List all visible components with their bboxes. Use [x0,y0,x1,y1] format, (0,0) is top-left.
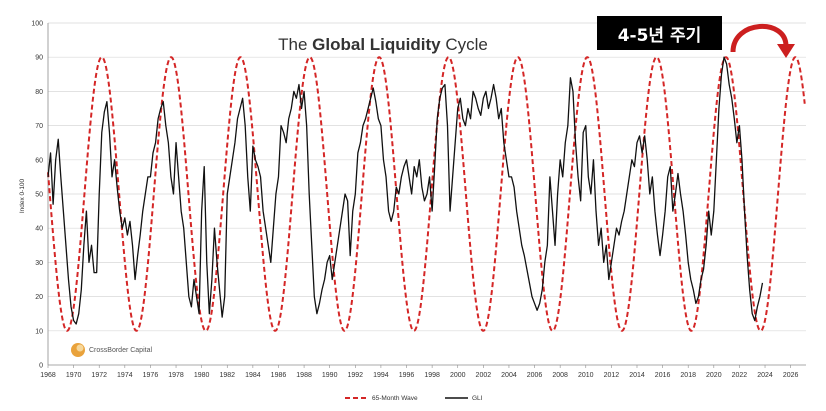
x-tick-1998: 1998 [424,372,440,379]
x-tick-2024: 2024 [757,372,773,379]
cycle-arrow-arc [730,23,789,53]
y-tick-20: 20 [35,294,43,301]
x-tick-2010: 2010 [578,372,594,379]
x-tick-2000: 2000 [450,372,466,379]
y-axis-label: Index 0-100 [19,178,26,213]
x-tick-1970: 1970 [66,372,82,379]
cycle-arrow-head [777,44,795,58]
x-tick-2026: 2026 [783,372,799,379]
axes [47,23,806,368]
x-tick-1992: 1992 [348,372,364,379]
x-tick-2016: 2016 [655,372,671,379]
logo-text: CrossBorder Capital [89,347,152,354]
cycle-annotation-box: 4-5년 주기 [597,16,722,50]
x-tick-2006: 2006 [527,372,543,379]
x-tick-1996: 1996 [399,372,415,379]
x-tick-2012: 2012 [604,372,620,379]
y-tick-90: 90 [35,55,43,62]
x-tick-2014: 2014 [629,372,645,379]
legend-label-wave: 65-Month Wave [372,395,418,402]
y-tick-80: 80 [35,89,43,96]
crossborder-logo: CrossBorder Capital [71,343,152,357]
x-tick-1976: 1976 [143,372,159,379]
series-65-month-wave [47,56,806,332]
x-tick-1982: 1982 [219,372,235,379]
series-gli [47,56,764,325]
x-tick-1994: 1994 [373,372,389,379]
x-tick-1980: 1980 [194,372,210,379]
legend-label-gli: GLI [472,395,483,402]
logo-mark-inner [76,344,84,352]
x-tick-2008: 2008 [552,372,568,379]
cycle-arrow-icon [730,23,795,58]
x-tick-1988: 1988 [296,372,312,379]
chart-title-part-2: Cycle [441,35,488,54]
cycle-annotation-label: 4-5년 주기 [617,25,702,46]
y-tick-labels: 0 10 20 30 40 50 60 70 80 90 100 [31,21,43,370]
legend: 65-Month Wave GLI [345,395,483,402]
y-tick-50: 50 [35,192,43,199]
chart-title-bold: Global Liquidity [312,35,441,54]
x-tick-1968: 1968 [40,372,56,379]
x-tick-2020: 2020 [706,372,722,379]
x-tick-1984: 1984 [245,372,261,379]
y-tick-100: 100 [31,21,43,28]
chart-title-part-1: The [278,35,312,54]
x-tick-2002: 2002 [476,372,492,379]
x-tick-1974: 1974 [117,372,133,379]
x-tick-1978: 1978 [168,372,184,379]
x-tick-1986: 1986 [271,372,287,379]
y-tick-60: 60 [35,157,43,164]
x-tick-labels: 1968 1970 1972 1974 1976 1978 1980 1982 1984 1986… [40,372,798,379]
x-tick-2004: 2004 [501,372,517,379]
y-tick-0: 0 [39,363,43,370]
y-tick-30: 30 [35,260,43,267]
y-tick-70: 70 [35,123,43,130]
y-tick-40: 40 [35,226,43,233]
x-tick-2022: 2022 [732,372,748,379]
chart-title: The Global Liquidity Cycle [278,35,488,54]
x-tick-1990: 1990 [322,372,338,379]
x-tick-2018: 2018 [680,372,696,379]
x-tick-1972: 1972 [91,372,107,379]
y-tick-10: 10 [35,328,43,335]
